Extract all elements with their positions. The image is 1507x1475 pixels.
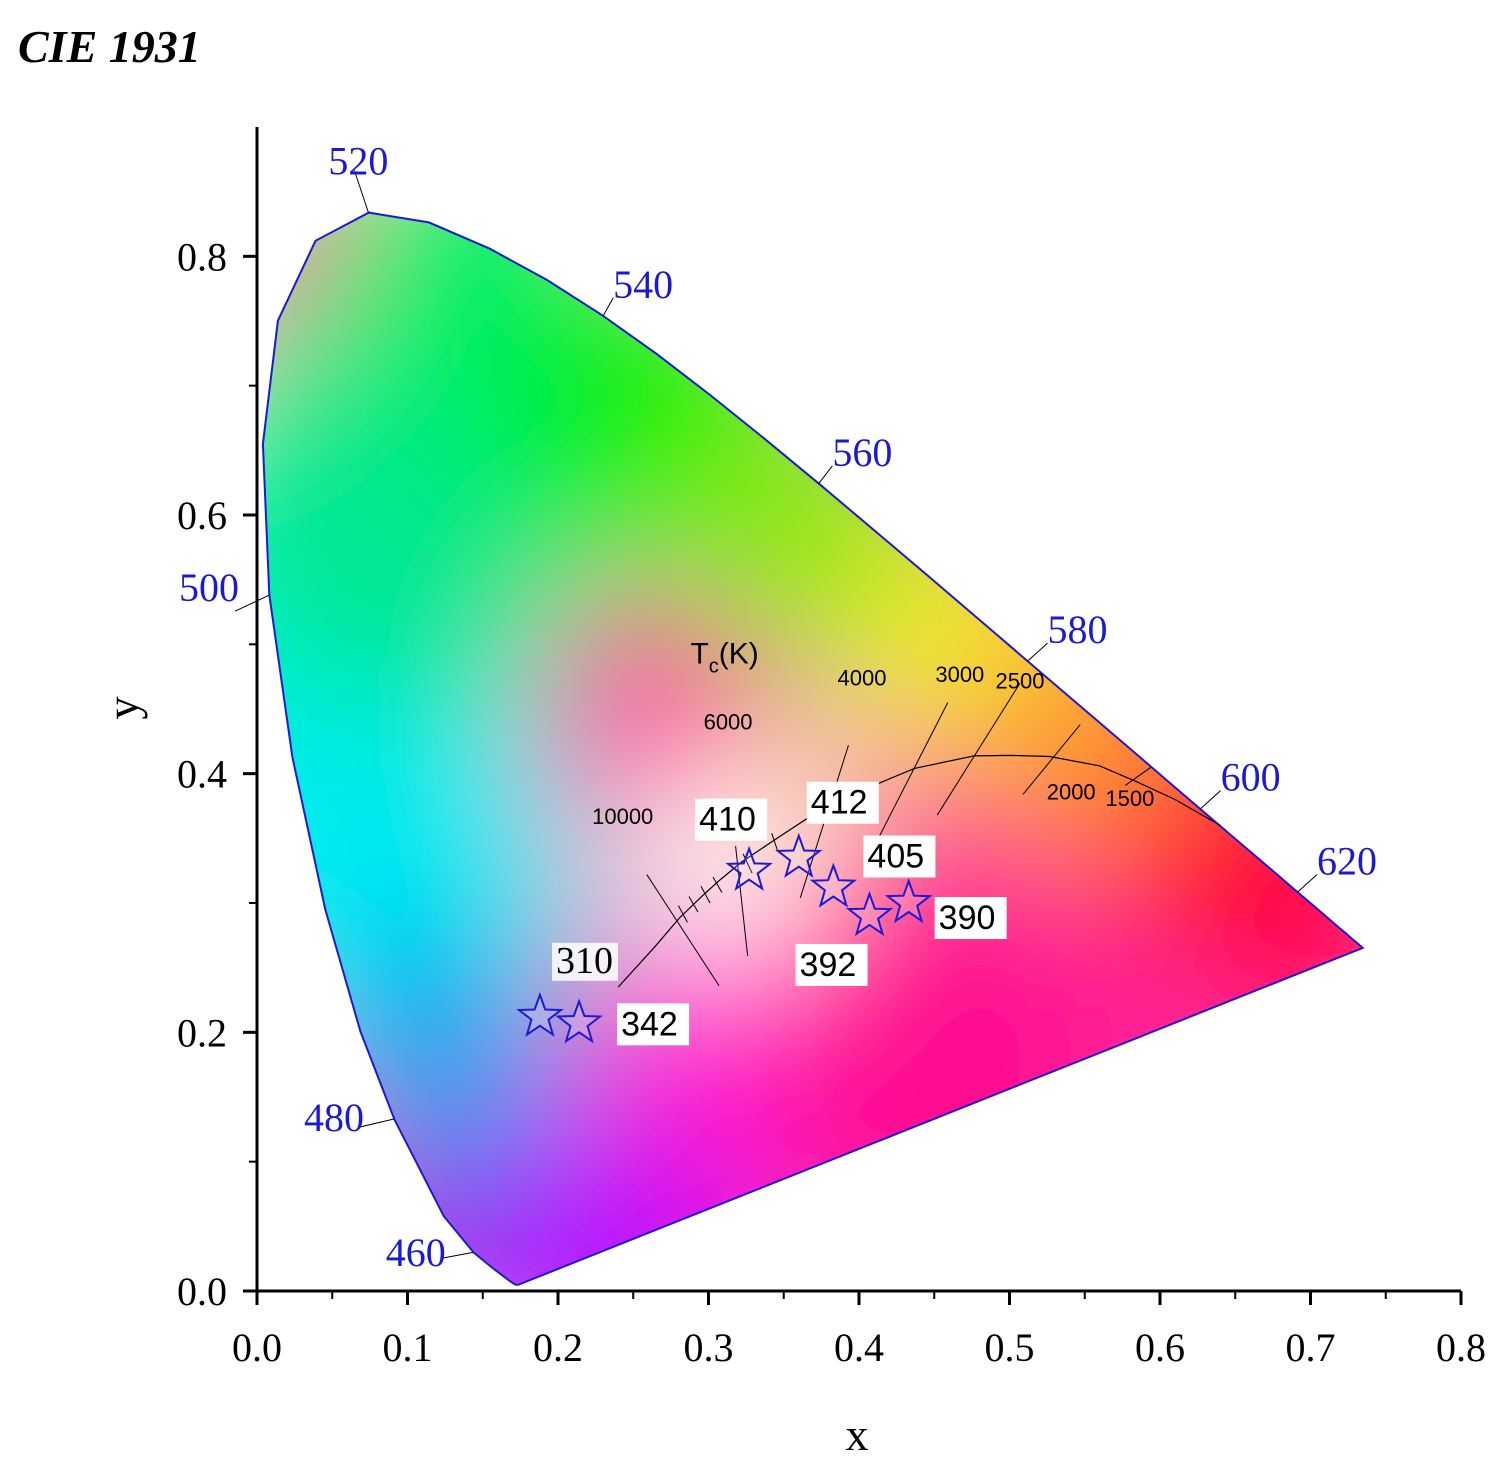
star-marker [884, 878, 933, 924]
star-marker [516, 991, 564, 1038]
cct-label: 3000 [935, 662, 984, 687]
wavelength-leader [234, 594, 270, 612]
isotemperature-line [700, 885, 711, 904]
point-label-bg [863, 835, 936, 878]
x-tick-label: 0.6 [1135, 1325, 1185, 1370]
point-label: 310 [556, 940, 613, 982]
chart-title: CIE 1931 [18, 21, 201, 72]
cct-label: 1500 [1105, 786, 1154, 811]
y-tick-label: 0.4 [177, 752, 227, 797]
wavelength-label: 620 [1317, 839, 1377, 884]
cct-label: 10000 [592, 804, 653, 829]
wavelength-labels: 460 480 500 520 540 560 580 600 620 [179, 138, 1377, 1275]
wavelength-label: 480 [304, 1095, 364, 1140]
point-label-bg [551, 942, 618, 981]
wavelength-label: 520 [328, 138, 388, 183]
point-label-bg [695, 798, 768, 841]
x-tick-label: 0.7 [1286, 1325, 1336, 1370]
x-tick-label: 0.0 [232, 1325, 282, 1370]
isotemperature-line [677, 905, 688, 923]
y-ticks: 0.0 0.2 0.4 0.6 0.8 [177, 234, 257, 1314]
wavelength-leader [1200, 790, 1221, 809]
x-ticks: 0.0 0.1 0.2 0.3 0.4 0.5 0.6 0.7 0.8 [232, 1291, 1486, 1370]
x-tick-label: 0.2 [533, 1325, 583, 1370]
x-tick-label: 0.3 [684, 1325, 734, 1370]
wavelength-leader [353, 170, 369, 213]
point-label: 405 [867, 837, 924, 875]
x-tick-label: 0.4 [834, 1325, 884, 1370]
point-label-bg [806, 781, 879, 824]
point-label-bg [934, 897, 1007, 939]
wavelength-label: 540 [613, 262, 673, 307]
spectral-locus-outline [261, 211, 1365, 1286]
star-marker [775, 832, 823, 878]
y-tick-label: 0.0 [177, 1269, 227, 1314]
isotemperature-line [688, 896, 699, 913]
wavelength-label: 460 [386, 1230, 446, 1275]
cct-label: 4000 [838, 666, 887, 691]
isotemperature-line [870, 702, 949, 853]
point-label: 390 [939, 899, 996, 937]
wavelength-label: 560 [832, 430, 892, 475]
point-label: 410 [699, 801, 756, 839]
wavelength-label: 600 [1221, 755, 1281, 800]
star-marker [555, 998, 603, 1044]
y-tick-label: 0.8 [177, 234, 227, 279]
star-marker [725, 845, 773, 891]
wavelength-leader [817, 465, 833, 485]
isotemperature-line [936, 682, 1021, 816]
wavelength-label: 580 [1048, 607, 1108, 652]
cct-label: 2000 [1047, 780, 1096, 805]
chromaticity-fill [262, 212, 1363, 1285]
x-tick-label: 0.1 [383, 1325, 433, 1370]
x-tick-label: 0.5 [985, 1325, 1035, 1370]
y-tick-label: 0.2 [177, 1010, 227, 1055]
y-axis-label: y [97, 697, 148, 720]
point-label-bg [795, 943, 868, 986]
x-axis-label: x [846, 1409, 869, 1460]
isotemperature-line [1022, 724, 1081, 795]
isotemperature-line [771, 833, 779, 852]
point-label: 412 [811, 784, 868, 822]
point-label: 392 [800, 946, 857, 984]
wavelength-leader [1296, 874, 1318, 894]
wavelength-leader [441, 1251, 474, 1259]
x-tick-label: 0.8 [1436, 1325, 1486, 1370]
wavelength-label: 500 [179, 565, 239, 610]
cct-label: 2500 [996, 668, 1045, 693]
point-label-bg [617, 1003, 690, 1046]
isotemperature-line [1125, 766, 1152, 786]
wavelength-leader [359, 1118, 395, 1128]
isotemperature-line [646, 874, 720, 987]
star-marker [845, 890, 894, 937]
isotemperature-line [742, 853, 753, 874]
isotemperature-line [712, 876, 723, 893]
point-label: 342 [621, 1005, 678, 1043]
cct-label: 6000 [704, 710, 753, 735]
star-marker [809, 862, 858, 908]
wavelength-leader [602, 297, 614, 317]
wavelength-leader [1027, 642, 1048, 662]
y-tick-label: 0.6 [177, 493, 227, 538]
